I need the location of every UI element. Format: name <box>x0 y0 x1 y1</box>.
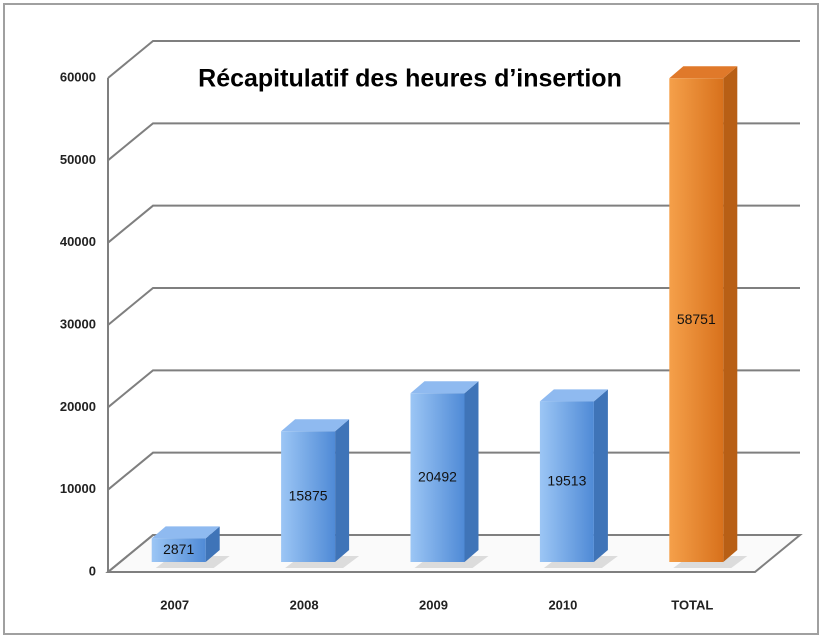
y-tick-label: 20000 <box>60 399 96 414</box>
x-tick-label: TOTAL <box>671 597 713 612</box>
bar <box>151 538 206 562</box>
data-label: 20492 <box>418 468 457 484</box>
bar <box>669 78 724 562</box>
bar <box>410 393 465 562</box>
grid-line <box>107 204 800 244</box>
bar <box>281 431 336 562</box>
data-label: 19513 <box>547 472 586 488</box>
bar-top <box>410 381 479 394</box>
bar-side <box>723 66 738 562</box>
y-tick-label: 30000 <box>60 316 96 331</box>
x-tick-label: 2008 <box>290 597 319 612</box>
bar-top <box>281 419 350 432</box>
bar-top <box>539 389 608 402</box>
data-label: 2871 <box>163 541 194 557</box>
bar <box>539 401 594 562</box>
y-tick-label: 40000 <box>60 234 96 249</box>
x-tick-label: 2009 <box>419 597 448 612</box>
bar-side <box>464 381 479 562</box>
bar-top <box>669 66 738 79</box>
y-tick-label: 50000 <box>60 152 96 167</box>
bar-top <box>151 526 220 539</box>
x-tick-label: 2010 <box>548 597 577 612</box>
y-tick-label: 60000 <box>60 69 96 84</box>
data-label: 15875 <box>289 487 328 503</box>
y-tick-label: 10000 <box>60 481 96 496</box>
grid-line <box>107 369 800 409</box>
grid-line <box>107 287 800 326</box>
grid-line <box>107 122 800 162</box>
grid-line <box>107 40 800 79</box>
bar-side <box>335 419 350 562</box>
y-tick-label: 0 <box>89 563 96 578</box>
bar-side <box>593 389 608 562</box>
chart-title: Récapitulatif des heures d’insertion <box>198 65 622 93</box>
data-label: 58751 <box>677 311 716 327</box>
bar-side <box>205 526 220 562</box>
x-tick-label: 2007 <box>160 597 189 612</box>
